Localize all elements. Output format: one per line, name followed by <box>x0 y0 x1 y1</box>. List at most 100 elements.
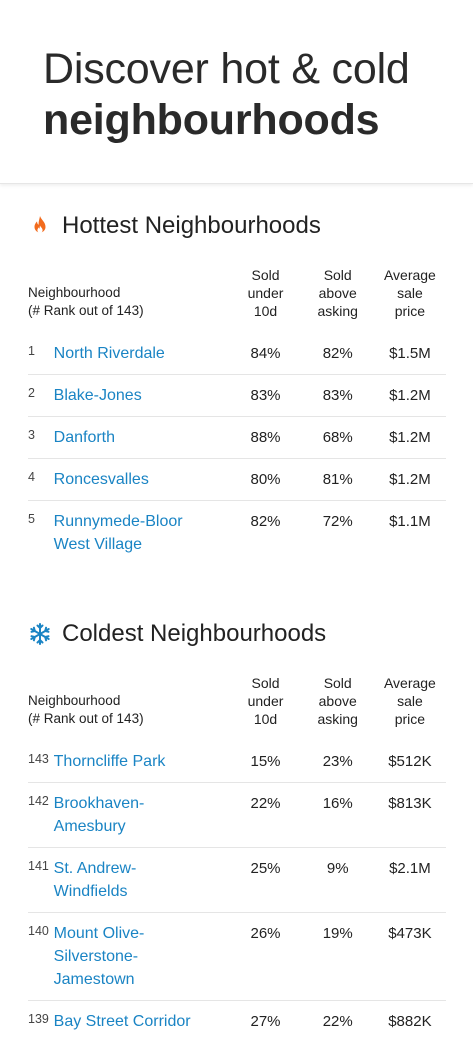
coldest-section: Coldest Neighbourhoods Neighbourhood (# … <box>28 614 446 1042</box>
header-line: asking <box>317 303 358 319</box>
neighbourhood-link[interactable]: Bay Street Corridor <box>54 1010 230 1033</box>
hottest-column-headers: Neighbourhood (# Rank out of 143) Sold u… <box>28 266 446 320</box>
avg-price-value: $1.2M <box>389 471 431 488</box>
neighbourhood-name-line[interactable]: Brookhaven- <box>53 795 145 812</box>
neighbourhood-link[interactable]: Mount Olive- Silverstone- Jamestown <box>54 922 230 991</box>
header-line: sale <box>397 285 423 301</box>
neighbourhood-name-line[interactable]: Bay Street Corridor <box>53 1013 191 1030</box>
sold-above-value: 9% <box>326 860 349 877</box>
avg-price-value: $1.2M <box>389 387 431 404</box>
neighbourhood-name-line[interactable]: Silverstone- <box>53 948 139 965</box>
flame-icon <box>34 216 46 233</box>
hottest-section: Hottest Neighbourhoods Neighbourhood (# … <box>28 206 446 565</box>
hero-title-line1: Discover hot & cold <box>43 45 410 93</box>
header-line: asking <box>317 711 358 727</box>
sold-under-value: 22% <box>250 795 281 812</box>
rank-number: 1 <box>28 344 35 358</box>
hottest-table: 1 North Riverdale 84% 82% $1.5M 2 Blake-Jones 8… <box>28 333 446 565</box>
rank-number: 2 <box>28 386 35 400</box>
sold-under-value: 84% <box>250 345 281 362</box>
hero-title-line2: neighbourhoods <box>43 96 380 144</box>
neighbourhood-link[interactable]: Blake-Jones <box>54 384 230 407</box>
sold-above-column-header: Sold above asking <box>302 266 374 320</box>
sold-above-value: 68% <box>322 429 353 446</box>
sold-under-column-header: Sold under 10d <box>229 674 301 728</box>
neighbourhood-name-line[interactable]: Windfields <box>53 883 128 900</box>
neighbourhood-link[interactable]: St. Andrew- Windfields <box>54 857 230 903</box>
sold-under-value: 26% <box>250 925 281 942</box>
header-line: 10d <box>253 711 278 727</box>
neighbourhood-label: Neighbourhood <box>28 285 121 300</box>
rank-number: 142 <box>28 794 49 808</box>
rank-number: 4 <box>28 470 35 484</box>
sold-under-column-header: Sold under 10d <box>229 266 301 320</box>
neighbourhood-name-line[interactable]: Roncesvalles <box>53 471 149 488</box>
rank-number: 3 <box>28 428 35 442</box>
sold-above-value: 82% <box>322 345 353 362</box>
header-line: Sold <box>251 267 280 283</box>
table-row: 1 North Riverdale 84% 82% $1.5M <box>28 333 446 375</box>
neighbourhood-name-line[interactable]: Danforth <box>53 429 116 446</box>
table-row: 140 Mount Olive- Silverstone- Jamestown 26% 1… <box>28 913 446 1001</box>
neighbourhood-name-line[interactable]: St. Andrew- <box>53 860 137 877</box>
neighbourhood-link[interactable]: Thorncliffe Park <box>54 750 230 773</box>
header-line: under <box>247 693 284 709</box>
rank-number: 141 <box>28 859 49 873</box>
table-row: 142 Brookhaven- Amesbury 22% 16% $813K <box>28 783 446 848</box>
sold-under-value: 27% <box>250 1013 281 1030</box>
coldest-table: 143 Thorncliffe Park 15% 23% $512K 142 Brookha… <box>28 741 446 1042</box>
neighbourhood-column-header: Neighbourhood (# Rank out of 143) <box>28 284 229 320</box>
avg-price-value: $1.2M <box>389 429 431 446</box>
hero-header: Discover hot & cold neighbourhoods <box>0 0 473 184</box>
sold-under-value: 82% <box>250 513 281 530</box>
rank-number: 140 <box>28 924 49 938</box>
neighbourhood-label: Neighbourhood <box>28 693 121 708</box>
header-line: above <box>318 285 357 301</box>
table-row: 4 Roncesvalles 80% 81% $1.2M <box>28 459 446 501</box>
header-line: Average <box>383 675 436 691</box>
header-line: price <box>394 303 426 319</box>
neighbourhood-name-line[interactable]: Amesbury <box>53 818 126 835</box>
coldest-column-headers: Neighbourhood (# Rank out of 143) Sold u… <box>28 674 446 728</box>
table-row: 3 Danforth 88% 68% $1.2M <box>28 417 446 459</box>
neighbourhood-name-line[interactable]: Blake-Jones <box>53 387 142 404</box>
neighbourhood-link[interactable]: Runnymede-Bloor West Village <box>54 510 230 556</box>
neighbourhood-name-line[interactable]: Jamestown <box>53 971 135 988</box>
sold-above-value: 19% <box>322 925 353 942</box>
avg-price-column-header: Average sale price <box>374 266 446 320</box>
header-line: Sold <box>323 267 352 283</box>
sold-under-value: 25% <box>250 860 281 877</box>
avg-price-column-header: Average sale price <box>374 674 446 728</box>
neighbourhood-name-line[interactable]: Runnymede-Bloor <box>53 513 183 530</box>
neighbourhood-name-line[interactable]: Mount Olive- <box>53 925 145 942</box>
sold-under-value: 15% <box>250 753 281 770</box>
table-row: 141 St. Andrew- Windfields 25% 9% $2.1M <box>28 848 446 913</box>
header-line: Average <box>383 267 436 283</box>
header-line: sale <box>397 693 423 709</box>
neighbourhood-name-line[interactable]: North Riverdale <box>53 345 165 362</box>
avg-price-value: $512K <box>388 753 432 770</box>
sold-above-value: 72% <box>322 513 353 530</box>
sold-under-value: 88% <box>250 429 281 446</box>
neighbourhood-link[interactable]: North Riverdale <box>54 342 230 365</box>
avg-price-value: $1.5M <box>389 345 431 362</box>
rank-number: 5 <box>28 512 35 526</box>
table-row: 5 Runnymede-Bloor West Village 82% 72% $1.1M <box>28 501 446 565</box>
avg-price-value: $473K <box>388 925 432 942</box>
header-line: Sold <box>251 675 280 691</box>
rank-note: (# Rank out of 143) <box>28 303 144 318</box>
avg-price-value: $1.1M <box>389 513 431 530</box>
neighbourhood-link[interactable]: Roncesvalles <box>54 468 230 491</box>
sold-above-value: 83% <box>322 387 353 404</box>
avg-price-value: $813K <box>388 795 432 812</box>
neighbourhood-name-line[interactable]: Thorncliffe Park <box>53 753 166 770</box>
sold-above-value: 81% <box>322 471 353 488</box>
neighbourhood-column-header: Neighbourhood (# Rank out of 143) <box>28 692 229 728</box>
neighbourhood-link[interactable]: Danforth <box>54 426 230 449</box>
rank-number: 139 <box>28 1012 49 1026</box>
table-row: 143 Thorncliffe Park 15% 23% $512K <box>28 741 446 783</box>
sold-above-value: 16% <box>322 795 353 812</box>
sold-above-value: 23% <box>322 753 353 770</box>
neighbourhood-name-line[interactable]: West Village <box>53 536 142 553</box>
neighbourhood-link[interactable]: Brookhaven- Amesbury <box>54 792 230 838</box>
